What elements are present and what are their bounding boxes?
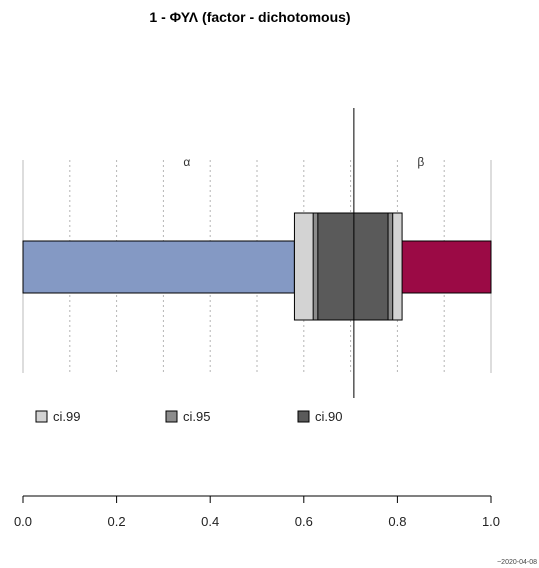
category-label: α: [183, 155, 190, 169]
legend-label: ci.99: [53, 409, 80, 424]
footnote: ~2020-04-08: [497, 559, 537, 566]
x-tick-label: 0.6: [295, 514, 313, 529]
x-tick-label: 1.0: [482, 514, 500, 529]
legend-swatch-ci90: [297, 410, 310, 423]
legend-swatch-ci99: [35, 410, 48, 423]
legend-label: ci.90: [315, 409, 342, 424]
category-label: β: [417, 155, 424, 169]
bar-alpha: [22, 240, 295, 294]
legend-label: ci.95: [183, 409, 210, 424]
bars: [22, 240, 492, 294]
x-tick-label: 0.4: [201, 514, 219, 529]
x-axis: 0.0 0.2 0.4 0.6 0.8 1.0: [14, 495, 500, 529]
ci-box-ci90: [317, 212, 389, 321]
confidence-intervals: [293, 212, 403, 321]
legend: ci.99 ci.95 ci.90: [35, 409, 342, 424]
x-tick-label: 0.0: [14, 514, 32, 529]
x-tick-label: 0.8: [388, 514, 406, 529]
x-tick-label: 0.2: [108, 514, 126, 529]
chart-title: 1 - ΦΥΛ (factor - dichotomous): [149, 9, 350, 25]
legend-swatch-ci95: [165, 410, 178, 423]
